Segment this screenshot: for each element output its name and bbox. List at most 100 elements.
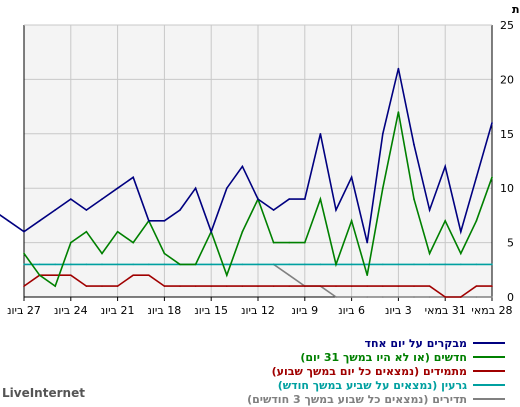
series-point-new [70,241,72,244]
series-point-visitors [23,230,25,233]
series-point-regulars [116,285,119,287]
series-point-new [101,252,103,255]
x-tick-label: 31 במאי [425,304,466,317]
legend-item-core: גרעין (נמצאים על שביע במשך חודש) [278,377,505,393]
series-point-new [85,230,88,233]
x-tick-label: 9 ביונ [291,304,318,317]
series-point-regulars [194,285,197,287]
series-point-frequent [413,296,415,298]
y-tick-label: 0 [507,291,514,304]
legend-label-visitors: מבקרים על יום אחד [364,336,467,350]
series-point-new [132,241,134,244]
series-point-regulars [54,274,56,277]
series-point-core [132,263,134,266]
series-point-core [382,263,384,266]
series-point-visitors [382,133,384,135]
series-point-regulars [257,285,259,287]
series-point-regulars [382,285,384,287]
x-tick-label: 27 ביונ [7,304,41,317]
series-point-regulars [366,285,369,287]
x-tick-label: 3 ביונ [385,304,412,317]
series-point-regulars [428,285,431,287]
series-point-new [23,252,25,255]
series-point-visitors [428,209,431,211]
series-point-frequent [288,274,291,277]
series-point-frequent [475,296,478,298]
series-point-regulars [132,274,134,277]
series-point-core [366,263,369,266]
x-tick-label: 28 במאי [471,304,512,317]
legend-label-new: חדשים (או לא היו במשך 31 יום) [300,350,467,364]
series-point-core [23,263,25,266]
series-point-core [272,263,275,266]
series-point-new [397,111,400,113]
y-tick-label: 20 [500,73,514,86]
x-tick-label: 6 ביונ [338,304,365,317]
series-point-core [226,263,228,266]
series-point-visitors [350,176,353,179]
series-point-core [397,263,400,266]
legend-label-regulars: מתמידים (נמצאים כל יום במשך שבוע) [271,364,467,378]
series-point-new [475,220,478,222]
series-point-core [54,263,56,266]
series-point-core [304,263,306,266]
legend-item-visitors: מבקרים על יום אחד [365,335,505,351]
series-point-frequent [350,296,353,298]
series-point-core [163,263,166,266]
series-point-visitors [304,198,306,200]
legend-swatch-visitors [473,342,505,344]
series-point-new [460,252,462,255]
series-point-new [350,220,353,222]
series-point-core [101,263,103,266]
series-point-visitors [85,209,88,211]
series-point-visitors [210,230,212,233]
series-point-visitors [54,209,56,211]
series-point-new [382,187,384,189]
series-point-new [38,274,41,277]
legend-item-frequent: תדירים (נמצאים כל שבוע במשך 3 חודשים) [247,391,505,407]
series-point-frequent [397,296,400,298]
x-tick-label: 24 ביונ [54,304,88,317]
series-point-new [366,274,369,277]
series-point-new [304,241,306,244]
series-point-core [38,263,41,266]
series-point-regulars [460,296,462,298]
y-tick-label: 25 [500,19,514,32]
series-point-new [54,285,56,287]
series-point-frequent [491,296,493,298]
series-point-regulars [148,274,150,277]
series-point-core [116,263,119,266]
series-point-regulars [179,285,181,287]
series-point-visitors [491,122,493,124]
series-point-regulars [335,285,337,287]
series-point-regulars [475,285,478,287]
series-point-new [413,198,415,200]
series-point-core [210,263,212,266]
series-point-visitors [116,187,119,189]
series-point-visitors [241,165,244,168]
legend-swatch-regulars [473,370,505,372]
legend-swatch-new [473,356,505,358]
series-point-regulars [304,285,306,287]
y-tick-label: 5 [507,237,514,250]
chart-svg: 0 5 10 15 20 25 28 במאי 31 במאי 3 ביונ 6 ביונ 9 בי… [0,3,520,317]
series-point-new [163,252,166,255]
series-point-core [475,263,478,266]
y-tick-label: 15 [500,128,514,141]
series-point-visitors [226,187,228,189]
series-point-regulars [288,285,291,287]
series-point-visitors [132,176,134,179]
series-point-visitors [194,187,197,189]
series-point-regulars [226,285,228,287]
series-point-new [491,176,493,179]
series-point-core [288,263,291,266]
series-point-frequent [428,296,431,298]
legend-swatch-frequent [473,398,505,400]
series-point-core [70,263,72,266]
series-point-regulars [491,285,493,287]
series-point-visitors [413,143,415,146]
series-point-visitors [7,220,10,222]
series-point-new [241,230,244,233]
series-point-visitors [38,220,41,222]
